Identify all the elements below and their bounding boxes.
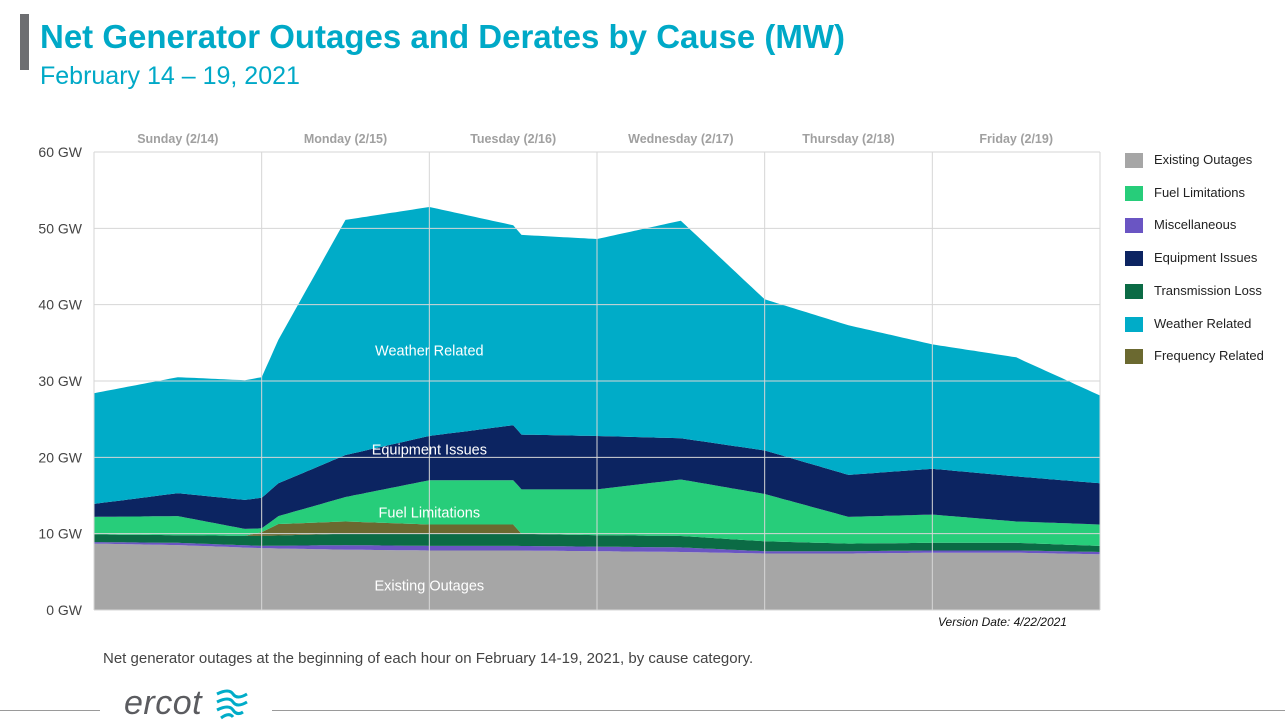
area-label: Equipment Issues bbox=[372, 443, 487, 459]
y-tick-label: 20 GW bbox=[38, 449, 82, 465]
area-frequency-related bbox=[94, 521, 1100, 546]
y-tick-label: 60 GW bbox=[38, 144, 82, 160]
y-tick-label: 30 GW bbox=[38, 373, 82, 389]
footer-divider-right bbox=[272, 710, 1285, 711]
day-label: Monday (2/15) bbox=[304, 132, 387, 146]
area-label: Existing Outages bbox=[375, 579, 485, 595]
day-label: Tuesday (2/16) bbox=[470, 132, 556, 146]
y-tick-label: 50 GW bbox=[38, 220, 82, 236]
chart-caption: Net generator outages at the beginning o… bbox=[103, 650, 754, 667]
area-label: Fuel Limitations bbox=[379, 505, 481, 521]
legend-label: Miscellaneous bbox=[1154, 217, 1237, 233]
legend-label: Weather Related bbox=[1154, 315, 1252, 331]
version-date: Version Date: 4/22/2021 bbox=[938, 615, 1067, 629]
legend-label: Equipment Issues bbox=[1154, 250, 1258, 266]
legend-label: Transmission Loss bbox=[1154, 282, 1262, 298]
ercot-swirl-icon bbox=[216, 689, 248, 720]
legend-swatch bbox=[1125, 349, 1143, 365]
day-label: Friday (2/19) bbox=[979, 132, 1053, 146]
page-subtitle: February 14 – 19, 2021 bbox=[40, 62, 300, 90]
legend-label: Frequency Related bbox=[1154, 348, 1264, 364]
page-title: Net Generator Outages and Derates by Cau… bbox=[40, 18, 846, 55]
day-label: Wednesday (2/17) bbox=[628, 132, 733, 146]
title-accent-bar bbox=[20, 14, 29, 70]
legend-label: Fuel Limitations bbox=[1154, 184, 1246, 200]
ercot-logo-text: ercot bbox=[124, 684, 203, 722]
legend-swatch bbox=[1125, 218, 1143, 234]
day-label: Thursday (2/18) bbox=[802, 132, 894, 146]
area-label: Weather Related bbox=[375, 343, 484, 359]
y-tick-label: 10 GW bbox=[38, 526, 82, 542]
y-tick-label: 0 GW bbox=[46, 602, 83, 618]
day-label: Sunday (2/14) bbox=[137, 132, 218, 146]
legend-swatch bbox=[1125, 283, 1143, 299]
legend-swatch bbox=[1125, 316, 1143, 332]
legend-swatch bbox=[1125, 251, 1143, 267]
legend-swatch bbox=[1125, 153, 1143, 168]
y-tick-label: 40 GW bbox=[38, 297, 82, 313]
legend-label: Existing Outages bbox=[1154, 152, 1253, 167]
legend-swatch bbox=[1125, 185, 1143, 201]
footer-divider-left bbox=[0, 710, 100, 711]
